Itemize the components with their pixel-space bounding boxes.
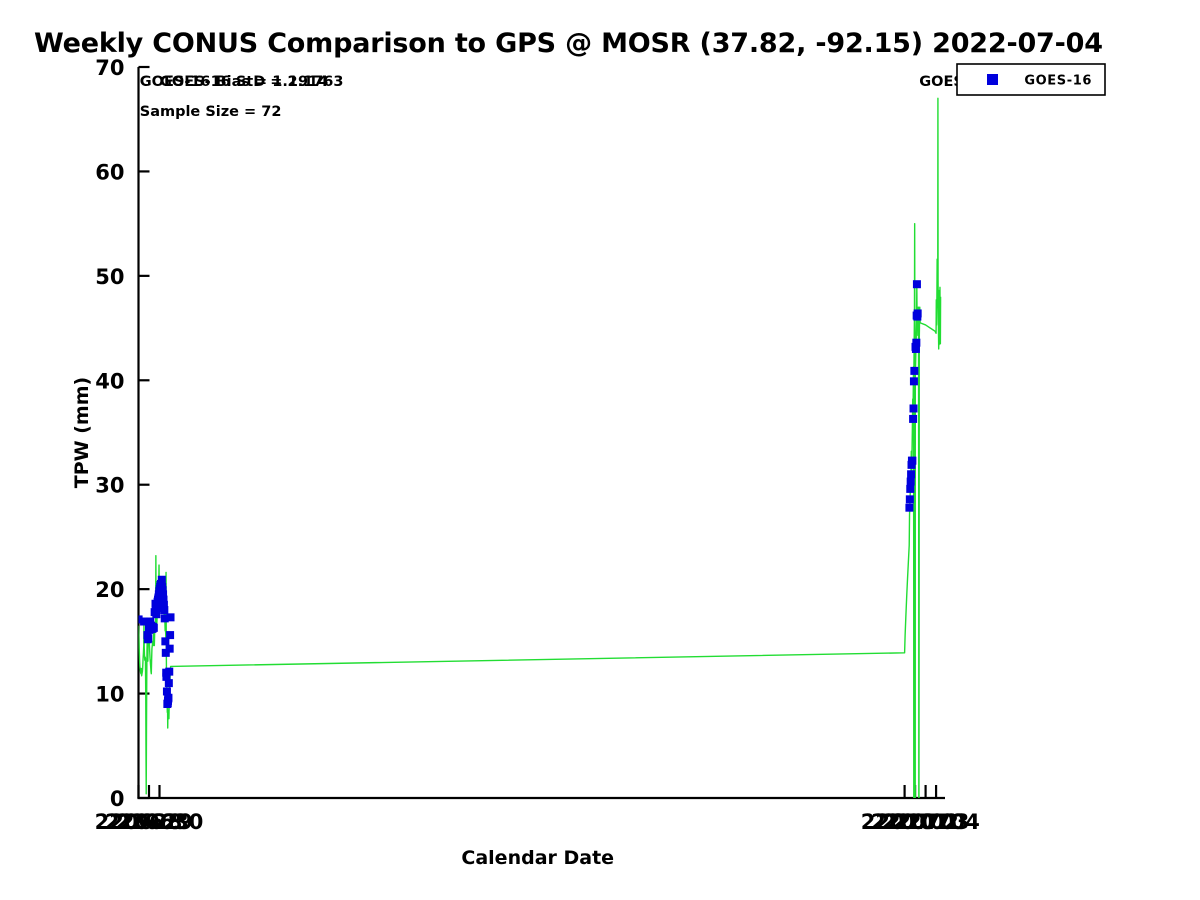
x-axis-tick-label: 220702 <box>871 810 959 834</box>
data-point-marker <box>912 280 921 289</box>
y-axis-tick-label: 70 <box>95 56 124 80</box>
data-point-marker <box>908 456 917 465</box>
data-point-marker <box>905 495 914 504</box>
y-axis-tick-label: 40 <box>95 369 124 393</box>
data-point-marker <box>906 477 915 486</box>
data-point-marker <box>911 344 920 353</box>
data-point-marker <box>907 460 916 469</box>
data-point-marker <box>165 667 174 676</box>
data-point-marker <box>162 672 171 681</box>
data-point-marker <box>149 623 158 632</box>
data-point-marker <box>166 613 175 622</box>
x-axis-tick-label: 220629 <box>105 810 193 834</box>
data-point-marker <box>909 377 918 386</box>
data-point-marker <box>166 631 175 640</box>
data-point-marker <box>158 586 167 595</box>
data-point-marker <box>144 634 153 643</box>
gps-line-path <box>138 97 942 798</box>
stat-annotation-sample-size: Sample Size = 72 <box>140 104 282 120</box>
x-axis-title: Calendar Date <box>461 847 614 869</box>
data-point-marker <box>160 614 169 623</box>
chart-title: Weekly CONUS Comparison to GPS @ MOSR (3… <box>34 28 1103 59</box>
data-point-marker <box>164 679 173 688</box>
stat-annotation-bias: GOES-16 Bias = 1.1914 <box>140 74 328 90</box>
data-point-marker <box>910 366 919 375</box>
axis-group <box>137 67 945 800</box>
legend-box: GOES-16 <box>956 63 1106 96</box>
legend-label: GOES-16 <box>1024 74 1092 89</box>
y-tick-group: 0 10 20 30 40 50 60 70 <box>95 56 150 811</box>
gps-line-series <box>138 97 942 798</box>
legend-frame <box>956 63 1106 96</box>
x-axis-tick-label: 220630 <box>116 810 204 834</box>
data-point-marker <box>161 648 170 657</box>
y-axis-tick-label: 60 <box>95 160 124 184</box>
x-axis-tick-label: 220701 <box>861 810 949 834</box>
x-axis-tick-label: 220628 <box>95 810 183 834</box>
data-point-marker <box>140 617 149 626</box>
x-axis-tick-label: 220703 <box>882 810 970 834</box>
axis-titles: Calendar Date TPW (mm) <box>71 377 614 869</box>
data-point-marker <box>912 338 921 347</box>
data-point-marker <box>159 600 168 609</box>
data-point-marker <box>909 414 918 423</box>
data-point-marker <box>152 610 161 619</box>
data-point-marker <box>162 687 171 696</box>
x-axis-tick-label: 220704 <box>892 810 980 834</box>
legend-marker-swatch <box>987 74 998 85</box>
data-point-marker <box>159 590 168 599</box>
stat-annotation-std: GOES-16 StD = 2.1763 <box>160 74 343 90</box>
y-axis-title: TPW (mm) <box>71 377 93 488</box>
data-point-marker <box>906 484 915 493</box>
y-axis-tick-label: 10 <box>95 683 124 707</box>
data-point-marker <box>161 637 170 646</box>
y-axis-tick-label: 50 <box>95 265 124 289</box>
data-point-marker <box>913 309 922 318</box>
y-axis-tick-label: 0 <box>110 787 125 811</box>
y-axis-tick-label: 30 <box>95 474 124 498</box>
goes16-marker-series <box>138 280 922 709</box>
y-axis-tick-label: 20 <box>95 578 124 602</box>
data-point-marker <box>164 693 173 702</box>
data-point-marker <box>905 503 914 512</box>
data-point-marker <box>907 470 916 479</box>
data-point-marker <box>157 575 166 584</box>
data-point-marker <box>909 404 918 413</box>
data-point-marker <box>160 606 169 615</box>
data-point-marker <box>165 644 174 653</box>
data-point-marker <box>159 595 168 604</box>
data-point-marker <box>146 617 155 626</box>
